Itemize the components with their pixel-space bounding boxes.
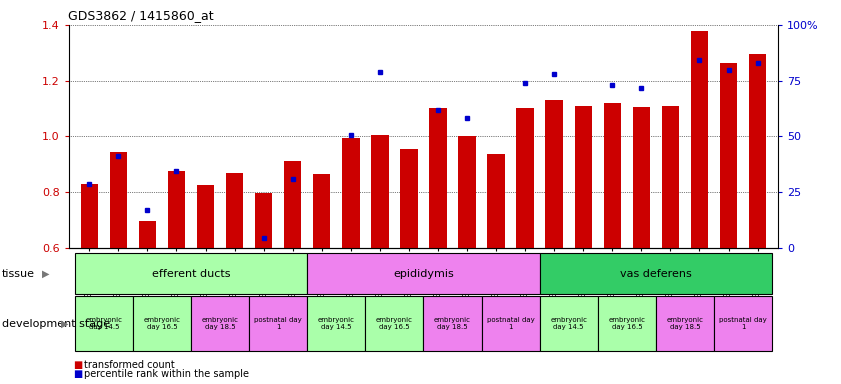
Bar [167,171,185,248]
Bar [546,100,563,248]
Bar [604,103,621,248]
Bar [342,138,359,248]
Text: vas deferens: vas deferens [620,268,692,279]
Bar [75,296,133,351]
Bar [75,253,307,294]
Bar [714,296,772,351]
Bar [574,106,592,248]
Text: embryonic
day 16.5: embryonic day 16.5 [144,317,181,330]
Text: development stage: development stage [2,318,110,329]
Text: ▶: ▶ [61,318,69,329]
Text: efferent ducts: efferent ducts [151,268,230,279]
Text: embryonic
day 14.5: embryonic day 14.5 [318,317,355,330]
Bar [307,253,540,294]
Text: epididymis: epididymis [393,268,454,279]
Bar [540,296,598,351]
Text: postnatal day
1: postnatal day 1 [254,317,302,330]
Text: embryonic
day 14.5: embryonic day 14.5 [550,317,587,330]
Bar [139,221,156,248]
Bar [191,296,249,351]
Bar [226,172,243,248]
Bar [109,152,127,248]
Bar [371,135,389,248]
Text: transformed count: transformed count [84,360,175,370]
Bar [255,194,272,248]
Text: ■: ■ [73,369,82,379]
Text: embryonic
day 14.5: embryonic day 14.5 [85,317,122,330]
Text: embryonic
day 18.5: embryonic day 18.5 [202,317,239,330]
Bar [748,54,766,248]
Bar [249,296,307,351]
Bar [307,296,365,351]
Bar [488,154,505,248]
Text: embryonic
day 16.5: embryonic day 16.5 [376,317,413,330]
Text: postnatal day
1: postnatal day 1 [487,317,535,330]
Bar [400,149,418,248]
Bar [284,161,301,248]
Text: embryonic
day 18.5: embryonic day 18.5 [434,317,471,330]
Bar [81,184,98,248]
Text: postnatal day
1: postnatal day 1 [719,317,767,330]
Bar [133,296,191,351]
Bar [662,106,680,248]
Text: GDS3862 / 1415860_at: GDS3862 / 1415860_at [68,9,214,22]
Bar [313,174,331,248]
Bar [656,296,714,351]
Bar [598,296,656,351]
Text: embryonic
day 18.5: embryonic day 18.5 [666,317,703,330]
Bar [458,136,476,248]
Bar [540,253,772,294]
Bar [365,296,424,351]
Text: percentile rank within the sample: percentile rank within the sample [84,369,249,379]
Bar [720,63,738,248]
Text: ■: ■ [73,360,82,370]
Bar [632,107,650,248]
Bar [482,296,540,351]
Bar [516,108,534,248]
Bar [429,108,447,248]
Bar [690,31,708,248]
Text: tissue: tissue [2,268,34,279]
Bar [424,296,482,351]
Text: ▶: ▶ [42,268,50,279]
Bar [197,185,214,248]
Text: embryonic
day 16.5: embryonic day 16.5 [608,317,645,330]
